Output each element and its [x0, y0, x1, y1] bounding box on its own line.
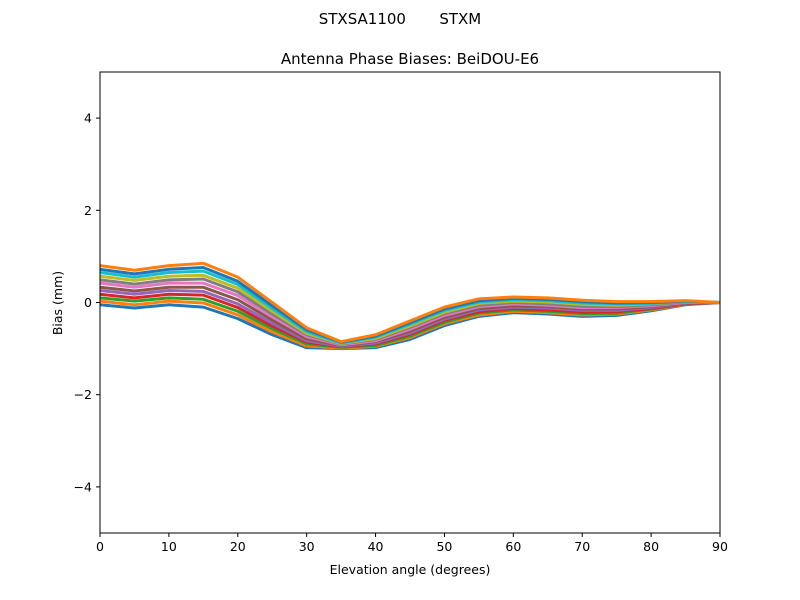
chart-title: Antenna Phase Biases: BeiDOU-E6 [281, 50, 539, 68]
y-tick-label: 0 [84, 295, 92, 310]
y-tick-label: −4 [74, 479, 92, 494]
x-tick-label: 80 [643, 539, 659, 554]
x-tick-label: 70 [574, 539, 590, 554]
series-line-11 [99, 261, 721, 344]
x-tick-label: 90 [712, 539, 728, 554]
x-tick-label: 20 [230, 539, 246, 554]
x-tick-label: 0 [96, 539, 104, 554]
chart-suptitle: STXSA1100 STXM [319, 10, 481, 28]
y-tick-label: −2 [74, 387, 92, 402]
x-tick-label: 30 [299, 539, 315, 554]
y-tick-label: 4 [84, 111, 92, 126]
x-axis: 0 10 20 30 40 50 60 70 80 90 [96, 533, 728, 554]
x-tick-label: 10 [161, 539, 177, 554]
x-tick-label: 60 [505, 539, 521, 554]
y-axis-label: Bias (mm) [50, 271, 65, 335]
y-axis: −4 −2 0 2 4 [74, 111, 100, 494]
plot-area [99, 261, 721, 351]
y-tick-label: 2 [84, 203, 92, 218]
x-tick-label: 40 [368, 539, 384, 554]
x-axis-label: Elevation angle (degrees) [330, 562, 491, 577]
x-tick-label: 50 [436, 539, 452, 554]
